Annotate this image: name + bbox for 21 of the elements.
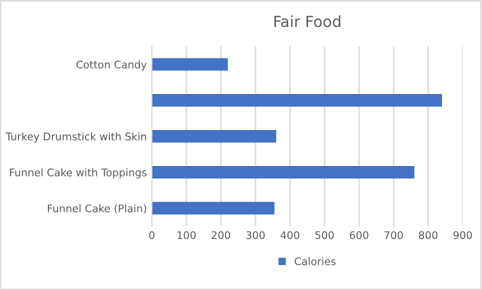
bar (152, 202, 274, 215)
bar (152, 166, 414, 179)
bar (152, 58, 228, 71)
y-tick-label: Funnel Cake (Plain) (48, 204, 146, 214)
x-tick-label: 0 (149, 231, 154, 240)
y-tick-label: Funnel Cake with Toppings (10, 168, 146, 178)
y-tick-label: Turkey Drumstick with Skin (6, 132, 146, 142)
x-tick-label: 100 (178, 231, 196, 240)
x-tick-label: 800 (418, 231, 438, 240)
chart-title: Fair Food (274, 15, 340, 28)
x-tick-label: 900 (453, 231, 472, 240)
x-tick-label: 400 (280, 231, 300, 240)
x-tick-label: 500 (315, 231, 334, 240)
bar (152, 94, 442, 107)
y-tick-label: Cotton Candy (76, 60, 147, 71)
legend-label: Calories (294, 257, 336, 266)
x-tick-label: 200 (212, 231, 230, 240)
x-tick-label: 600 (350, 231, 368, 240)
x-tick-label: 700 (384, 231, 403, 240)
bar (152, 130, 276, 143)
x-tick-label: 300 (246, 231, 265, 240)
